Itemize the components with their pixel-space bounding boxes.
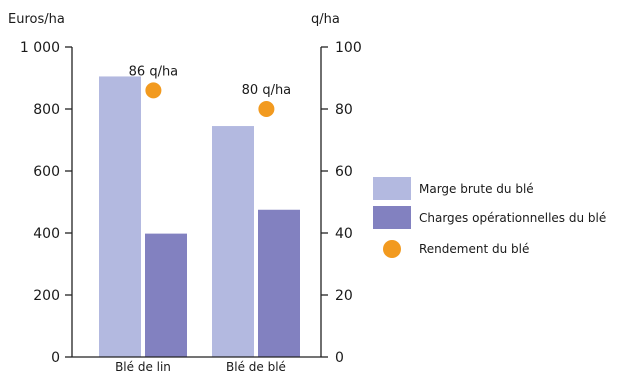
y-left-tick-label: 600 [33,164,60,180]
legend-label: Marge brute du blé [419,182,534,196]
yield-dot [258,101,275,117]
legend-swatch-dot [383,240,401,258]
y-left-tick-label: 800 [33,102,60,118]
legend-label: Rendement du blé [419,242,529,256]
bar-marge-brute [212,126,254,357]
legend: Marge brute du blé Charges opérationnelle… [373,177,606,258]
bar-charges-operationnelles [145,233,187,357]
y-right-tick-label: 0 [335,350,344,366]
legend-swatch [373,206,411,229]
bar-charges-operationnelles [258,209,300,357]
yield-data-label: 86 q/ha [129,64,179,79]
bars [99,76,300,357]
legend-swatch [373,177,411,200]
category-label: Blé de lin [115,360,171,374]
y-right-tick-label: 20 [335,288,353,304]
yield-dot [145,82,162,99]
y-left-tick-label: 400 [33,226,60,242]
y-right-tick-label: 80 [335,102,353,118]
y-left-tick-label: 1 000 [20,40,60,56]
yield-data-label: 80 q/ha [242,83,292,98]
category-label: Blé de blé [226,360,286,374]
legend-label: Charges opérationnelles du blé [419,211,606,225]
y-right-tick-label: 100 [335,40,362,56]
y-left-ticks: 0 200 400 600 800 1 000 [20,40,72,366]
y-right-tick-label: 60 [335,164,353,180]
y-left-axis-label: Euros/ha [8,12,65,27]
y-left-tick-label: 0 [51,350,60,366]
yield-markers: 86 q/ha 80 q/ha [129,64,292,117]
y-right-axis-label: q/ha [311,12,340,27]
y-right-ticks: 0 20 40 60 80 100 [321,40,362,366]
y-right-tick-label: 40 [335,226,353,242]
y-left-tick-label: 200 [33,288,60,304]
bar-marge-brute [99,76,141,357]
category-labels: Blé de lin Blé de blé [115,360,286,374]
